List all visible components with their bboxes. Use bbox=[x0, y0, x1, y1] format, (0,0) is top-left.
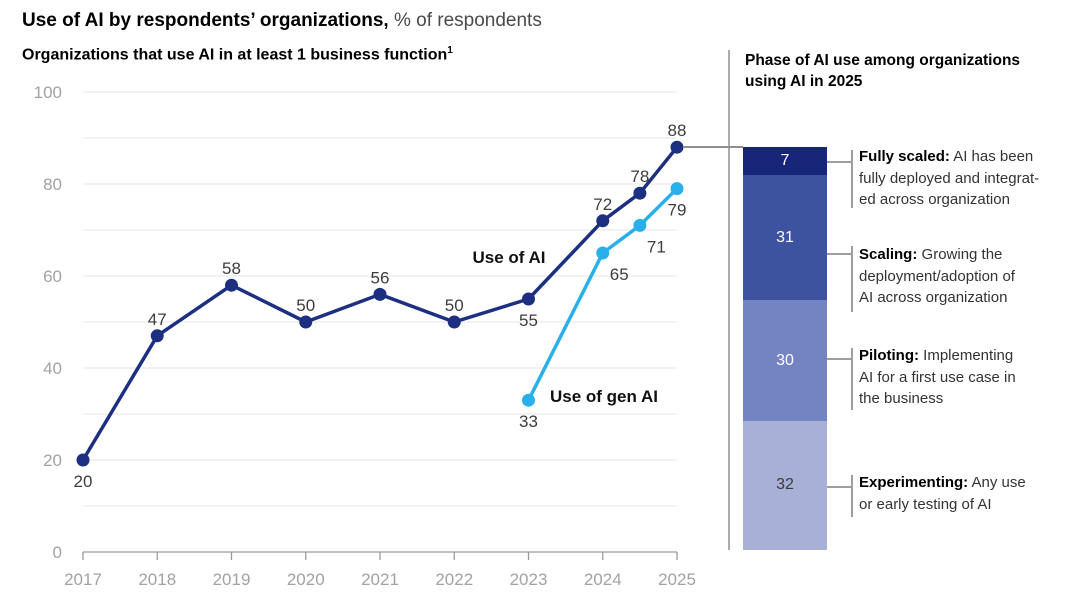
x-axis-label: 2023 bbox=[510, 570, 548, 589]
data-point-use-of-ai bbox=[596, 214, 610, 228]
data-point-use-of-ai bbox=[150, 329, 164, 343]
bar-connector-line bbox=[684, 146, 743, 148]
data-point-use-of-gen-ai bbox=[522, 393, 535, 407]
y-axis-label: 100 bbox=[34, 83, 62, 102]
x-axis-label: 2020 bbox=[287, 570, 325, 589]
x-axis-label: 2025 bbox=[658, 570, 696, 589]
x-axis-label: 2018 bbox=[138, 570, 176, 589]
stacked-bar: 7 31 30 32 bbox=[743, 147, 827, 550]
phase-term-piloting: Piloting: bbox=[859, 347, 919, 364]
bracket-tick-fully-scaled bbox=[851, 150, 853, 208]
phase-term-fully-scaled: Fully scaled: bbox=[859, 148, 950, 165]
phase-term-experimenting: Experimenting: bbox=[859, 474, 969, 491]
data-point-use-of-ai bbox=[76, 453, 90, 467]
bracket-line-fully-scaled bbox=[827, 161, 851, 163]
bracket-tick-experimenting bbox=[851, 475, 853, 517]
y-axis-label: 40 bbox=[43, 359, 62, 378]
phase-desc-experimenting: Any use or early testing of AI bbox=[859, 474, 1026, 513]
x-axis-label: 2017 bbox=[64, 570, 102, 589]
data-point-label-use-of-ai: 72 bbox=[593, 195, 612, 214]
y-axis-label: 60 bbox=[43, 267, 62, 286]
panel-divider bbox=[728, 50, 730, 550]
data-point-use-of-gen-ai bbox=[633, 218, 647, 232]
phase-desc-piloting: Implementing AI for a first use case in … bbox=[859, 347, 1016, 407]
data-point-label-use-of-ai: 88 bbox=[668, 121, 687, 140]
bracket-tick-scaling bbox=[851, 246, 853, 312]
data-point-label-use-of-ai: 50 bbox=[445, 296, 464, 315]
phase-desc-fully-scaled: AI has been fully deployed and integrat-… bbox=[859, 148, 1040, 208]
bar-segment-scaling: 31 bbox=[743, 175, 827, 301]
data-point-use-of-gen-ai bbox=[670, 182, 684, 196]
data-point-label-use-of-ai: 50 bbox=[296, 296, 315, 315]
y-axis-label: 0 bbox=[53, 543, 62, 562]
phase-label-piloting: Piloting: Implementing AI for a first us… bbox=[859, 345, 1075, 410]
data-point-label-use-of-gen-ai: 71 bbox=[647, 237, 666, 256]
bracket-line-experimenting bbox=[827, 486, 851, 488]
figure-title-unit: % of respondents bbox=[393, 10, 542, 31]
data-point-use-of-ai bbox=[670, 140, 684, 154]
data-point-use-of-gen-ai bbox=[596, 246, 610, 260]
bar-segment-fully-scaled: 7 bbox=[743, 147, 827, 176]
phase-term-scaling: Scaling: bbox=[859, 246, 918, 263]
x-axis-label: 2019 bbox=[213, 570, 251, 589]
bar-segment-piloting: 30 bbox=[743, 300, 827, 422]
data-point-label-use-of-ai: 56 bbox=[371, 268, 390, 287]
series-line-use-of-ai bbox=[81, 146, 679, 461]
figure-title: Use of AI by respondents’ organizations,… bbox=[22, 10, 542, 32]
y-axis-label: 80 bbox=[43, 175, 62, 194]
bracket-line-piloting bbox=[827, 358, 851, 360]
data-point-use-of-ai bbox=[522, 292, 535, 306]
phase-desc-scaling: Growing the deployment/adoption of AI ac… bbox=[859, 246, 1015, 306]
series-annotation-use-of-ai: Use of AI bbox=[472, 248, 545, 267]
y-axis-label: 20 bbox=[43, 451, 62, 470]
phase-label-scaling: Scaling: Growing the deployment/adoption… bbox=[859, 244, 1075, 309]
data-point-label-use-of-ai: 58 bbox=[222, 259, 241, 278]
series-line-use-of-gen-ai bbox=[526, 187, 679, 401]
bracket-tick-piloting bbox=[851, 348, 853, 410]
x-axis-label: 2022 bbox=[435, 570, 473, 589]
data-point-use-of-ai bbox=[447, 315, 461, 329]
x-axis-label: 2024 bbox=[584, 570, 622, 589]
data-point-use-of-ai bbox=[373, 287, 387, 301]
data-point-use-of-ai bbox=[299, 315, 313, 329]
data-point-label-use-of-ai: 47 bbox=[148, 310, 167, 329]
figure-title-bold: Use of AI by respondents’ organizations, bbox=[22, 10, 389, 31]
data-point-label-use-of-gen-ai: 79 bbox=[668, 201, 687, 220]
data-point-use-of-ai bbox=[225, 278, 238, 292]
data-point-label-use-of-ai: 20 bbox=[74, 472, 93, 491]
right-panel-heading: Phase of AI use among organizations usin… bbox=[745, 52, 1021, 90]
footnote-marker: 1 bbox=[447, 45, 453, 56]
data-point-label-use-of-ai: 55 bbox=[519, 311, 538, 330]
phase-label-fully-scaled: Fully scaled: AI has been fully deployed… bbox=[859, 146, 1075, 211]
line-chart: 0 20 40 60 80 100 2017 2018 2019 2020 2021 2022 2023… bbox=[34, 83, 696, 589]
bracket-line-scaling bbox=[827, 253, 851, 255]
data-point-label-use-of-gen-ai: 65 bbox=[610, 265, 629, 284]
data-point-use-of-ai bbox=[633, 186, 647, 200]
phase-label-experimenting: Experimenting: Any use or early testing … bbox=[859, 472, 1075, 515]
series-annotation-use-of-gen-ai: Use of gen AI bbox=[550, 387, 658, 406]
line-chart-subtitle-text: Organizations that use AI in at least 1 … bbox=[22, 46, 448, 64]
data-point-label-use-of-ai: 78 bbox=[630, 167, 649, 186]
x-axis-label: 2021 bbox=[361, 570, 399, 589]
bar-segment-experimenting: 32 bbox=[743, 421, 827, 550]
line-chart-subtitle: Organizations that use AI in at least 1 … bbox=[22, 45, 453, 64]
data-point-label-use-of-gen-ai: 33 bbox=[519, 412, 538, 431]
